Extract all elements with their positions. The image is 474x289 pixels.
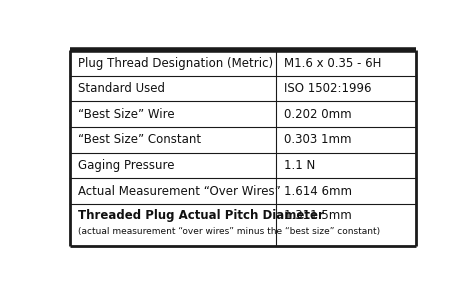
Text: ISO 1502:1996: ISO 1502:1996	[284, 82, 371, 95]
Text: Standard Used: Standard Used	[78, 82, 165, 95]
Text: 0.303 1mm: 0.303 1mm	[284, 133, 351, 146]
Text: Actual Measurement “Over Wires”: Actual Measurement “Over Wires”	[78, 185, 281, 198]
Text: Threaded Plug Actual Pitch Diameter: Threaded Plug Actual Pitch Diameter	[78, 209, 324, 222]
Text: 1.614 6mm: 1.614 6mm	[284, 185, 352, 198]
Text: “Best Size” Constant: “Best Size” Constant	[78, 133, 201, 146]
Text: 1.1 N: 1.1 N	[284, 159, 315, 172]
Text: Plug Thread Designation (Metric): Plug Thread Designation (Metric)	[78, 57, 273, 70]
Text: Gaging Pressure: Gaging Pressure	[78, 159, 175, 172]
Text: (actual measurement “over wires” minus the “best size” constant): (actual measurement “over wires” minus t…	[78, 227, 381, 236]
Text: “Best Size” Wire: “Best Size” Wire	[78, 108, 175, 121]
Text: 1.311 5mm: 1.311 5mm	[284, 209, 352, 222]
Text: M1.6 x 0.35 - 6H: M1.6 x 0.35 - 6H	[284, 57, 381, 70]
Text: 0.202 0mm: 0.202 0mm	[284, 108, 351, 121]
